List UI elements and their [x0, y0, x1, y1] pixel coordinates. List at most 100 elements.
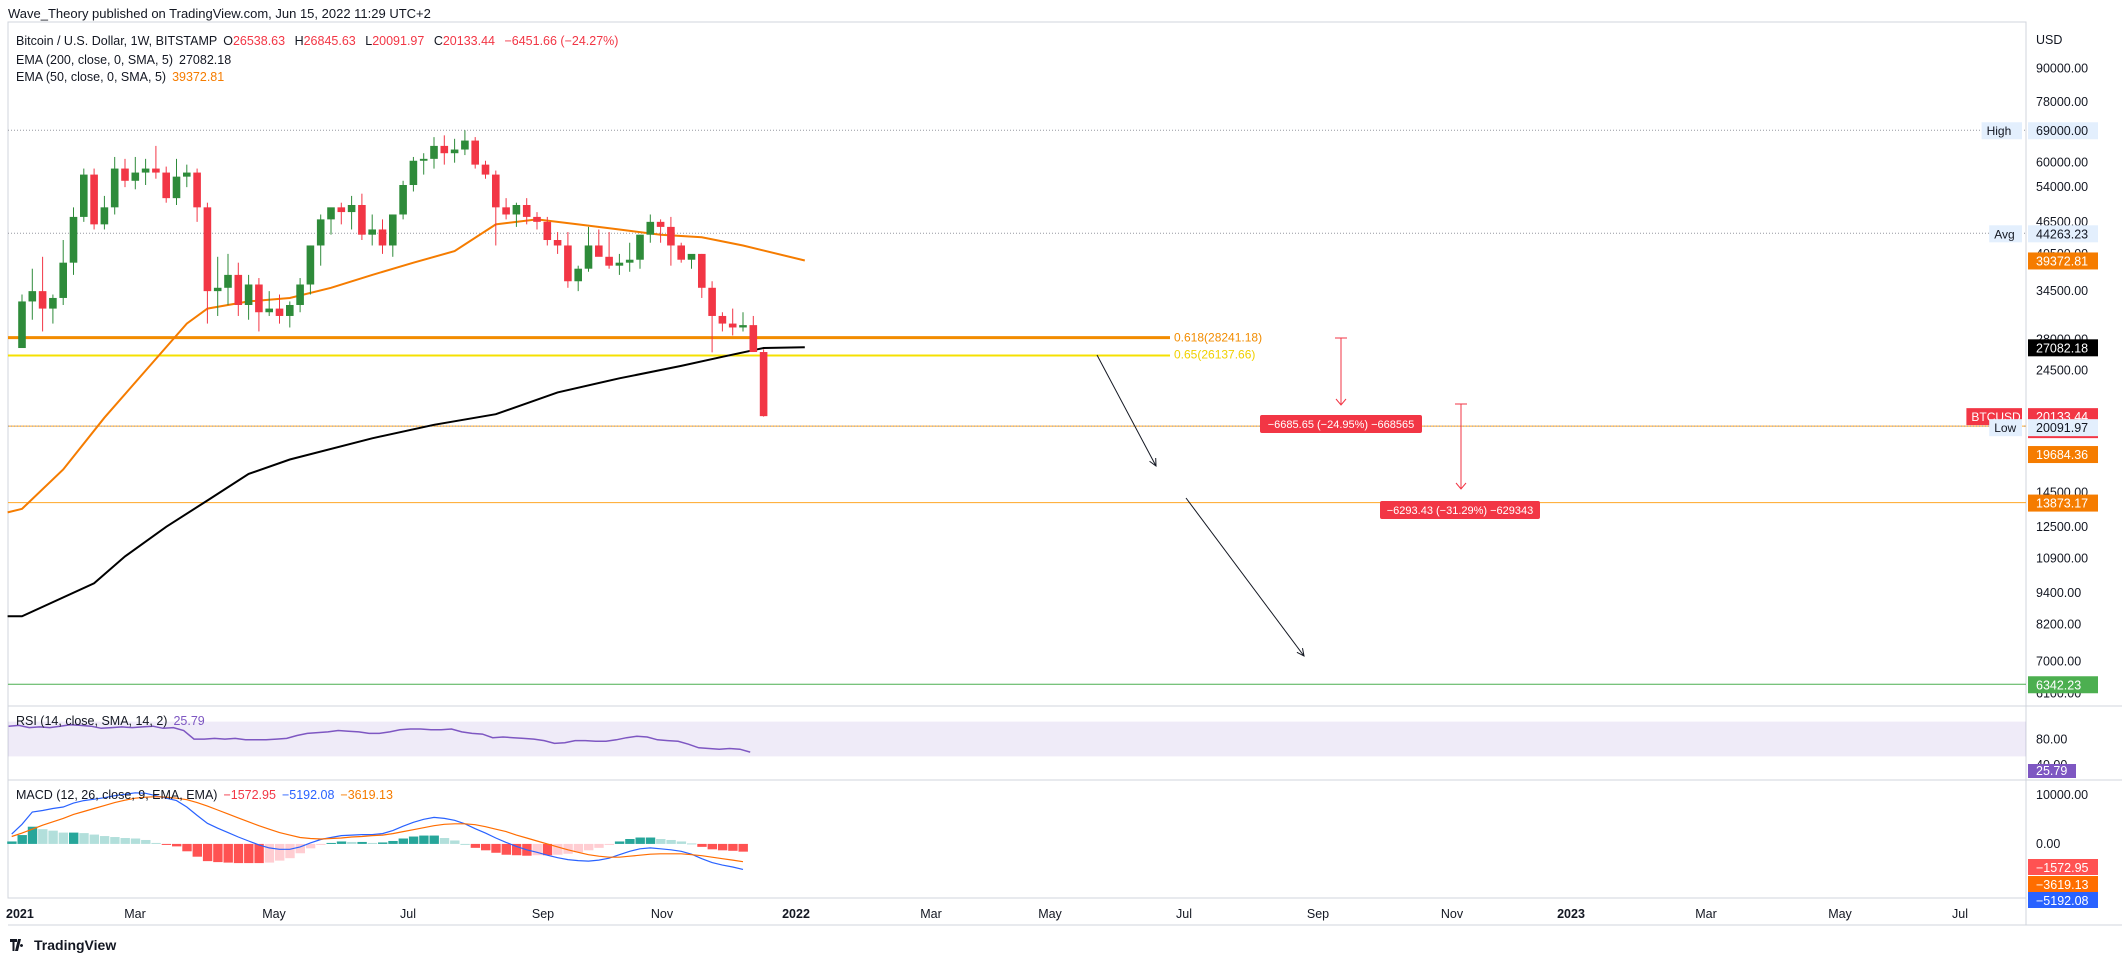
candle-body: [172, 176, 181, 199]
macd-histogram-bar: [233, 843, 244, 864]
price-tag-text: 6342.23: [2036, 678, 2081, 692]
macd-histogram-bar: [336, 841, 347, 844]
macd-tick-10000: 10000.00: [2036, 788, 2088, 802]
high-value: 26845.63: [303, 34, 356, 48]
candle-body: [677, 245, 685, 260]
x-tick-label: Nov: [1441, 907, 1464, 921]
candle-body: [399, 185, 407, 215]
candle-body: [38, 291, 47, 309]
candle-body: [605, 256, 613, 266]
rsi-value-tag-bg: [2028, 764, 2076, 778]
measure-label-2-text: −6293.43 (−31.29%) −629343: [1387, 505, 1534, 517]
macd-histogram-bar: [604, 843, 614, 845]
fib-618-label: 0.618(28241.18): [1174, 331, 1262, 345]
macd-histogram-bar: [48, 830, 58, 844]
macd-legend: MACD (12, 26, close, 9, EMA, EMA) −1572.9…: [16, 788, 399, 802]
macd-histogram-bar: [460, 843, 470, 845]
macd-histogram-bar: [275, 843, 285, 861]
projection-arrow-2-head: [1296, 648, 1305, 657]
macd-value-tag-bg: [2028, 876, 2098, 892]
price-tag-label-bg: [1989, 419, 2022, 437]
candle-body: [461, 140, 469, 150]
macd-histogram-bar: [192, 843, 202, 857]
candle-body: [183, 172, 191, 177]
x-tick-label: Mar: [1695, 907, 1717, 921]
candle-body: [49, 297, 57, 309]
x-tick-label: Mar: [124, 907, 146, 921]
macd-histogram-bar: [728, 843, 738, 851]
price-tag-label: Avg: [1994, 227, 2014, 241]
candle-body: [224, 274, 232, 288]
macd-histogram-bar: [89, 834, 99, 844]
price-tag-bg: [2028, 252, 2098, 270]
candle-body: [564, 245, 572, 282]
rsi-tick-80: 80.00: [2036, 732, 2067, 746]
price-tag-text: 20091.97: [2036, 421, 2088, 435]
candle-body: [131, 172, 140, 181]
candle-body: [419, 158, 428, 161]
low-label: L: [365, 34, 373, 48]
candle-body: [193, 172, 201, 208]
projection-arrow-1: [1096, 354, 1157, 467]
candle-body: [522, 205, 531, 217]
macd-histogram-bar: [645, 837, 656, 844]
candle-body: [389, 214, 397, 246]
price-tag-text: 39372.81: [2036, 254, 2088, 268]
rsi-value-tag: 25.79: [2036, 764, 2067, 778]
macd-histogram-bar: [666, 839, 676, 844]
measure-label-2-bg: [1380, 501, 1540, 519]
macd-histogram-bar: [439, 838, 450, 844]
candle-body: [286, 304, 294, 316]
candle-body: [90, 174, 98, 225]
price-tag-text: 13873.17: [2036, 497, 2088, 511]
x-tick-label: May: [1828, 907, 1852, 921]
fib-65-label: 0.65(26137.66): [1174, 348, 1255, 362]
price-tag-text: 27082.18: [2036, 341, 2088, 355]
y-tick-label: 90000.00: [2036, 62, 2088, 76]
price-tag-label: Low: [1994, 421, 2016, 435]
macd-histogram-bar: [130, 838, 141, 844]
tradingview-logo[interactable]: TradingView: [10, 937, 116, 953]
price-tag-label-bg: [1989, 225, 2022, 243]
open-value: 26538.63: [232, 34, 286, 48]
price-tag-bg: [2028, 339, 2098, 357]
ema50-value: 39372.81: [172, 70, 225, 84]
y-tick-label: 24500.00: [2036, 364, 2088, 378]
macd-histogram-bar: [295, 843, 305, 854]
macd-histogram-bar: [347, 841, 357, 844]
y-tick-label: 9400.00: [2036, 586, 2081, 600]
y-tick-label: 54000.00: [2036, 180, 2088, 194]
candle-body: [636, 234, 644, 260]
candle-body: [533, 216, 541, 222]
price-tag-label-bg: [1981, 122, 2022, 140]
x-tick-label: 2022: [782, 907, 810, 921]
macd-histogram-bar: [285, 843, 295, 859]
candle-body: [584, 245, 593, 269]
candle-body: [481, 164, 490, 175]
measure-2-arrow: [1455, 482, 1467, 490]
macd-histogram-bar: [223, 843, 233, 863]
macd-histogram-bar: [563, 843, 573, 854]
macd-histogram-bar: [79, 833, 89, 844]
candle-body: [28, 291, 37, 302]
price-tag-bg: [2028, 419, 2098, 437]
candle-body: [347, 205, 356, 213]
candle-body: [409, 160, 418, 186]
candle-body: [646, 221, 655, 235]
macd-value-2: −5192.08: [281, 788, 335, 802]
candle-body: [708, 287, 716, 316]
candle-body: [502, 207, 510, 215]
macd-histogram-bar: [635, 837, 645, 844]
candle-body: [306, 245, 315, 285]
candle-body: [698, 253, 706, 288]
candle-body: [162, 172, 170, 199]
candle-body: [80, 174, 88, 217]
macd-histogram-bar: [594, 843, 604, 848]
macd-histogram-bar: [584, 843, 594, 851]
measure-label-1-bg: [1260, 415, 1422, 433]
price-tag-label: High: [1987, 124, 2012, 138]
candle-body: [316, 219, 325, 246]
candle-body: [327, 207, 335, 220]
candle-body: [18, 301, 26, 349]
